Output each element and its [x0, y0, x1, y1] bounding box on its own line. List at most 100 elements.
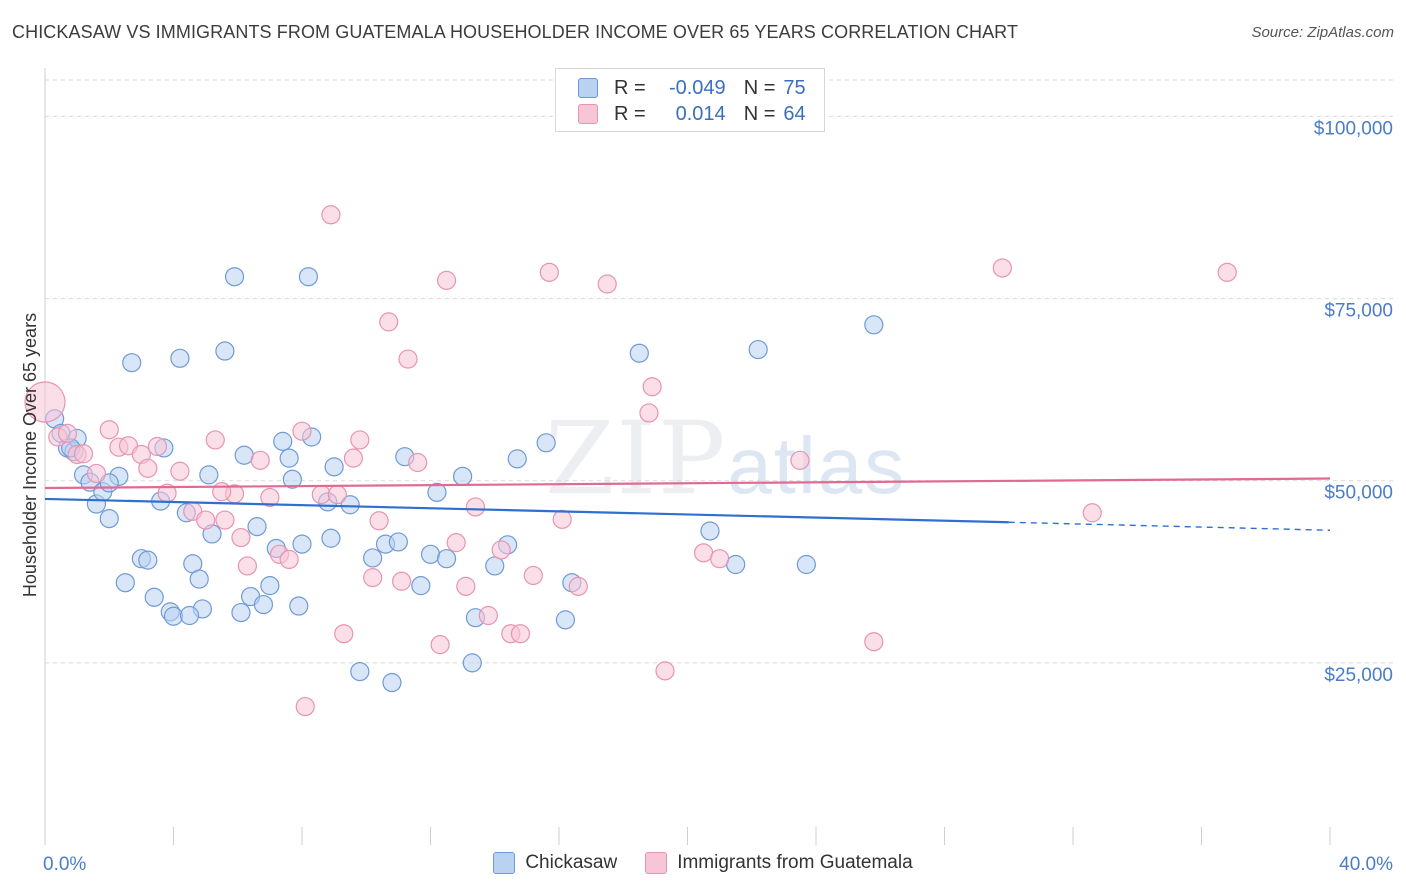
watermark-atlas: atlas — [727, 421, 907, 510]
data-point-chickasaw — [321, 528, 341, 548]
data-point-chickasaw — [163, 606, 184, 626]
legend-r-label: R = — [614, 76, 646, 99]
data-point-chickasaw — [292, 534, 312, 554]
data-point-chickasaw — [122, 353, 142, 373]
data-point-guatemala — [491, 540, 511, 560]
data-point-chickasaw — [363, 548, 383, 568]
data-point-guatemala — [170, 461, 190, 481]
data-point-chickasaw — [340, 495, 360, 515]
legend-n-value: 75 — [783, 76, 806, 99]
data-point-chickasaw — [324, 457, 344, 477]
data-point-guatemala — [99, 420, 119, 440]
data-point-guatemala — [568, 576, 588, 596]
data-point-chickasaw — [289, 596, 309, 616]
data-point-chickasaw — [273, 431, 293, 451]
data-point-chickasaw — [536, 433, 556, 453]
data-point-chickasaw — [462, 653, 482, 673]
legend-row-guatemala: R = 0.014 N = 64 — [578, 100, 806, 128]
data-point-guatemala — [597, 274, 617, 294]
data-point-guatemala — [205, 430, 225, 450]
legend-n-value: 64 — [783, 102, 806, 125]
data-point-guatemala — [398, 349, 418, 369]
y-tick-label: $50,000 — [1324, 483, 1393, 504]
data-point-guatemala — [334, 624, 354, 644]
legend-r-label: R = — [614, 102, 646, 125]
data-point-guatemala — [212, 482, 232, 502]
data-point-chickasaw — [700, 521, 720, 541]
data-point-guatemala — [436, 270, 457, 290]
legend-n-label: N = — [743, 102, 776, 125]
legend-row-chickasaw: R = -0.049 N = 75 — [578, 74, 806, 102]
data-point-chickasaw — [199, 465, 219, 485]
data-point-chickasaw — [115, 573, 135, 593]
correlation-legend: R = -0.049 N = 75 R = 0.014 N = 64 — [555, 68, 825, 132]
data-point-chickasaw — [382, 672, 402, 693]
trend-line-guatemala — [44, 477, 1331, 490]
data-point-guatemala — [379, 312, 399, 332]
data-point-guatemala — [292, 421, 312, 441]
data-point-chickasaw — [350, 661, 370, 682]
legend-n-label: N = — [743, 76, 776, 99]
data-point-chickasaw — [253, 594, 274, 615]
data-point-guatemala — [363, 568, 383, 588]
data-point-guatemala — [215, 510, 235, 530]
data-point-chickasaw — [864, 315, 884, 335]
data-point-guatemala — [510, 624, 531, 644]
data-point-guatemala — [639, 403, 659, 423]
data-point-guatemala — [327, 484, 347, 505]
data-point-guatemala — [86, 463, 107, 484]
data-point-chickasaw — [726, 554, 746, 575]
data-point-guatemala — [642, 377, 662, 397]
data-point-guatemala — [655, 661, 675, 681]
data-point-guatemala — [465, 497, 486, 517]
data-point-guatemala — [343, 448, 363, 468]
data-point-guatemala — [693, 543, 714, 563]
data-point-chickasaw — [629, 343, 649, 363]
data-point-guatemala — [478, 605, 498, 626]
trend-line-chickasaw-projection — [1008, 521, 1331, 531]
legend-swatch-blue — [578, 78, 598, 98]
data-point-guatemala — [539, 262, 559, 282]
y-tick-label: $25,000 — [1324, 665, 1393, 686]
watermark: ZIPatlas — [545, 400, 906, 517]
legend-item-chickasaw: Chickasaw — [493, 852, 617, 874]
data-point-guatemala — [552, 509, 572, 529]
data-point-guatemala — [456, 576, 476, 596]
data-point-guatemala — [992, 258, 1012, 278]
data-point-guatemala — [196, 510, 216, 530]
data-point-chickasaw — [234, 445, 254, 465]
data-point-guatemala — [73, 444, 94, 464]
data-point-chickasaw — [555, 610, 576, 630]
data-point-chickasaw — [170, 348, 190, 368]
source-credit: Source: ZipAtlas.com — [1251, 24, 1394, 41]
x-tick-label: 40.0% — [1339, 854, 1393, 875]
data-point-guatemala — [147, 436, 168, 457]
data-point-chickasaw — [411, 576, 431, 596]
data-point-chickasaw — [179, 605, 200, 626]
legend-swatch-chickasaw — [493, 852, 516, 874]
data-point-chickasaw — [507, 449, 527, 469]
data-point-guatemala — [24, 381, 66, 423]
trend-line-chickasaw — [44, 497, 1009, 524]
legend-swatch-pink — [578, 104, 598, 124]
data-point-chickasaw — [231, 602, 251, 623]
data-point-guatemala — [321, 205, 341, 225]
legend-label-guatemala: Immigrants from Guatemala — [677, 852, 913, 873]
legend-label-chickasaw: Chickasaw — [525, 852, 618, 873]
data-point-guatemala — [350, 430, 370, 450]
data-point-chickasaw — [796, 554, 816, 575]
data-point-chickasaw — [215, 341, 235, 361]
data-point-guatemala — [237, 556, 257, 576]
data-point-guatemala — [446, 533, 466, 553]
data-point-guatemala — [790, 450, 810, 470]
data-point-guatemala — [408, 452, 428, 473]
data-point-chickasaw — [189, 569, 209, 589]
tick-labels: $25,000 $50,000 $75,000 $100,000 0.0% 40.0% — [43, 118, 1393, 875]
data-point-guatemala — [279, 549, 299, 570]
data-point-guatemala — [369, 511, 389, 531]
y-axis-title: Householder Income Over 65 years — [20, 313, 40, 597]
legend-swatch-guatemala — [645, 852, 668, 874]
data-point-chickasaw — [144, 587, 164, 607]
series-chickasaw — [45, 267, 884, 693]
data-point-guatemala — [1082, 503, 1102, 523]
